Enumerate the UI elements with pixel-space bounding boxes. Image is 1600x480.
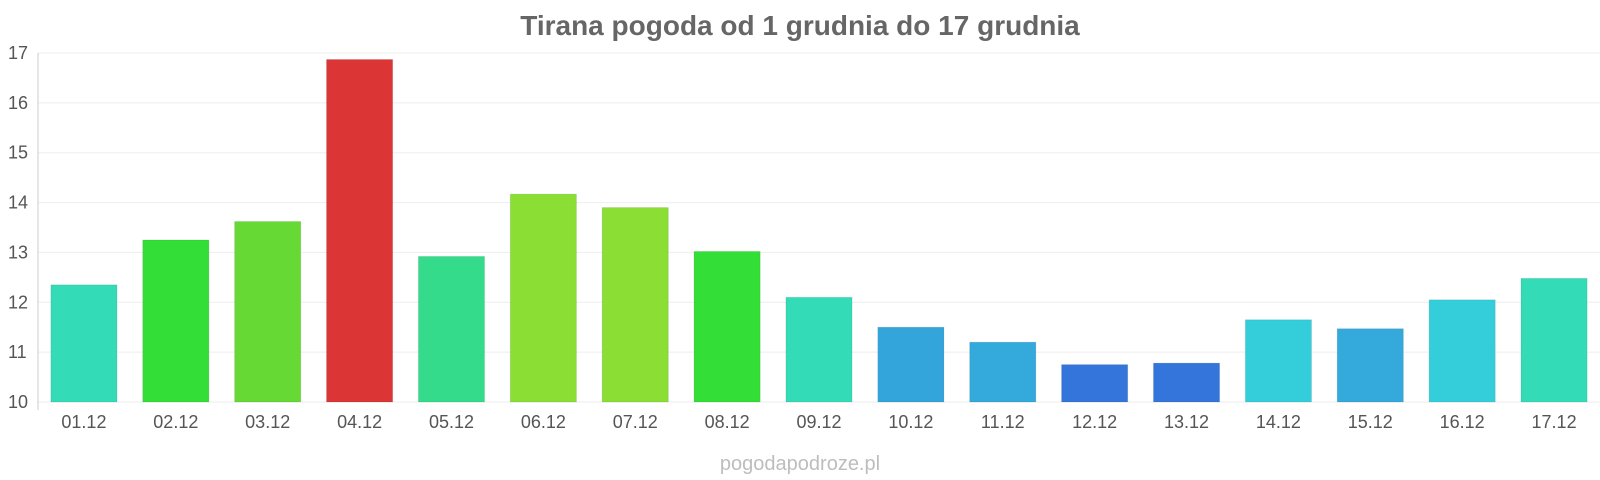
bar-10.12 (877, 326, 945, 403)
x-tick-label: 07.12 (613, 412, 658, 432)
chart-title: Tirana pogoda od 1 grudnia do 17 grudnia (520, 10, 1080, 41)
bar-07.12 (601, 207, 669, 403)
y-tick-label: 15 (8, 143, 28, 163)
bar-05.12 (417, 255, 486, 403)
x-tick-label: 14.12 (1256, 412, 1301, 432)
bar-11.12 (969, 341, 1037, 403)
x-tick-label: 09.12 (796, 412, 841, 432)
y-axis: 10 11 12 13 14 15 16 17 (8, 43, 39, 412)
y-tick-label: 12 (8, 292, 28, 312)
y-tick-label: 14 (8, 193, 28, 213)
x-axis: 01.12 02.12 03.12 04.12 05.12 06.12 07.12 08.12… (61, 412, 1576, 432)
y-tick-label: 11 (8, 342, 27, 362)
x-tick-label: 16.12 (1440, 412, 1485, 432)
x-tick-label: 11.12 (981, 412, 1025, 432)
bar-13.12 (1152, 362, 1221, 403)
bar-08.12 (693, 250, 761, 403)
bar-15.12 (1336, 328, 1404, 403)
y-tick-label: 16 (8, 93, 28, 113)
bar-09.12 (785, 296, 853, 403)
x-tick-label: 12.12 (1072, 412, 1117, 432)
x-tick-label: 01.12 (61, 412, 106, 432)
x-tick-label: 06.12 (521, 412, 566, 432)
bar-12.12 (1061, 364, 1129, 403)
x-tick-label: 08.12 (705, 412, 750, 432)
x-tick-label: 10.12 (888, 412, 933, 432)
bar-14.12 (1244, 319, 1312, 403)
y-tick-label: 10 (8, 392, 28, 412)
x-tick-label: 02.12 (153, 412, 198, 432)
bar-06.12 (509, 193, 577, 403)
x-tick-label: 13.12 (1164, 412, 1209, 432)
bar-17.12 (1520, 277, 1588, 403)
y-tick-label: 17 (8, 43, 28, 63)
y-tick-label: 13 (8, 242, 28, 262)
bar-01.12 (50, 284, 118, 403)
bar-04.12 (326, 58, 394, 403)
bar-03.12 (234, 221, 302, 403)
bar-16.12 (1428, 299, 1496, 403)
x-tick-label: 03.12 (245, 412, 290, 432)
bar-02.12 (142, 239, 210, 403)
x-tick-label: 04.12 (337, 412, 382, 432)
bars (50, 58, 1588, 403)
x-tick-label: 15.12 (1348, 412, 1393, 432)
x-tick-label: 05.12 (429, 412, 474, 432)
watermark: pogodapodroze.pl (720, 453, 880, 475)
x-tick-label: 17.12 (1532, 412, 1577, 432)
